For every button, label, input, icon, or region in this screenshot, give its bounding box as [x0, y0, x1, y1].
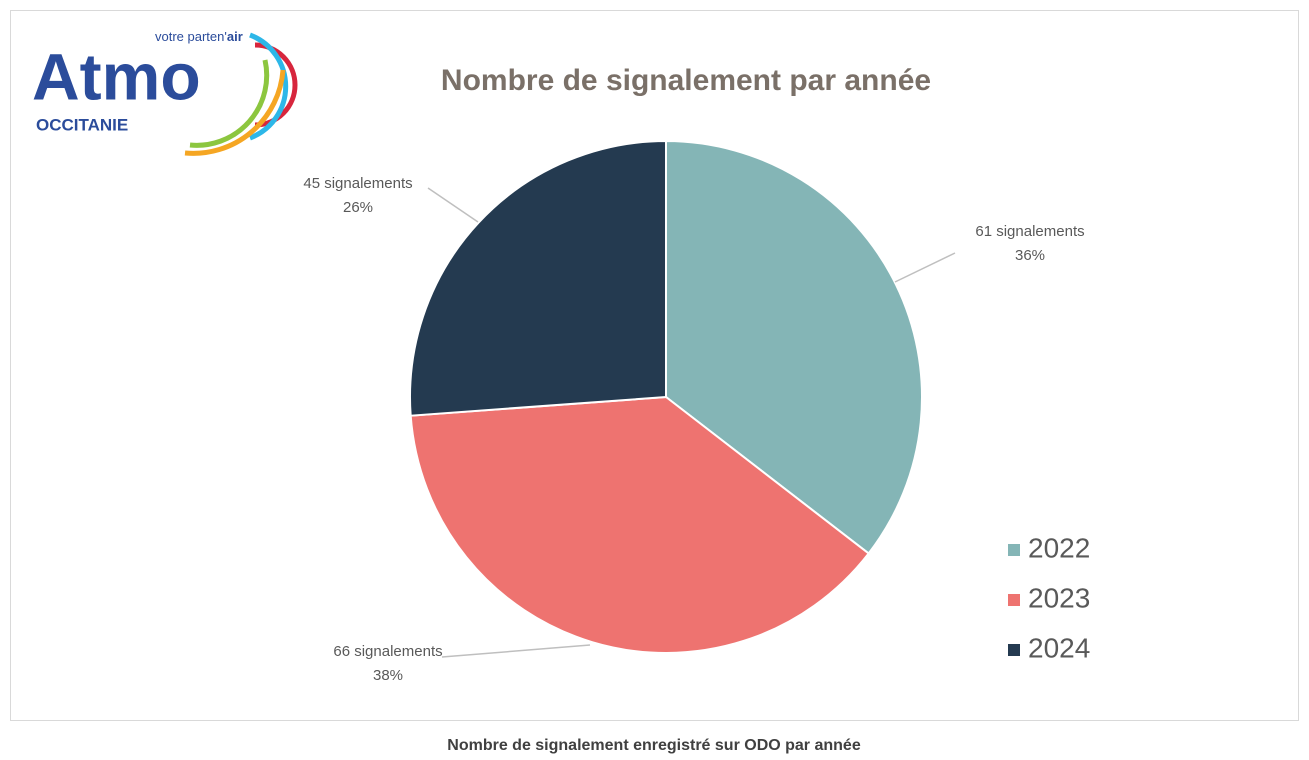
legend-label: 2022 — [1028, 532, 1090, 563]
pie-slice — [409, 395, 871, 654]
caption: Nombre de signalement enregistré sur ODO… — [447, 737, 861, 754]
data-label: 66 signalements — [333, 643, 442, 660]
legend-swatch — [1008, 594, 1020, 606]
chart-title: Nombre de signalement par année — [441, 64, 931, 97]
pie-slice — [409, 139, 667, 417]
logo-tagline-text: votre parten' — [155, 29, 227, 44]
logo-tagline: votre parten'air — [155, 29, 243, 44]
logo-arc — [189, 59, 270, 148]
data-label-percent: 38% — [373, 667, 403, 684]
pie-slice — [665, 139, 923, 555]
data-label-percent: 36% — [1015, 247, 1045, 264]
legend-label: 2024 — [1028, 632, 1090, 663]
logo-tagline-bold: air — [227, 29, 243, 44]
logo-region: OCCITANIE — [36, 115, 128, 134]
legend-label: 2023 — [1028, 582, 1090, 613]
data-label: 45 signalements — [303, 175, 412, 192]
logo-name: Atmo — [32, 39, 201, 113]
legend-swatch — [1008, 644, 1020, 656]
logo-arc — [249, 32, 289, 141]
leader-line — [441, 644, 591, 658]
leader-line — [894, 252, 956, 283]
data-label: 61 signalements — [975, 223, 1084, 240]
data-label-percent: 26% — [343, 199, 373, 216]
logo: Atmo votre parten'air OCCITANIE — [32, 29, 298, 156]
logo-arc — [184, 69, 286, 156]
leader-line — [427, 187, 479, 223]
legend-swatch — [1008, 544, 1020, 556]
